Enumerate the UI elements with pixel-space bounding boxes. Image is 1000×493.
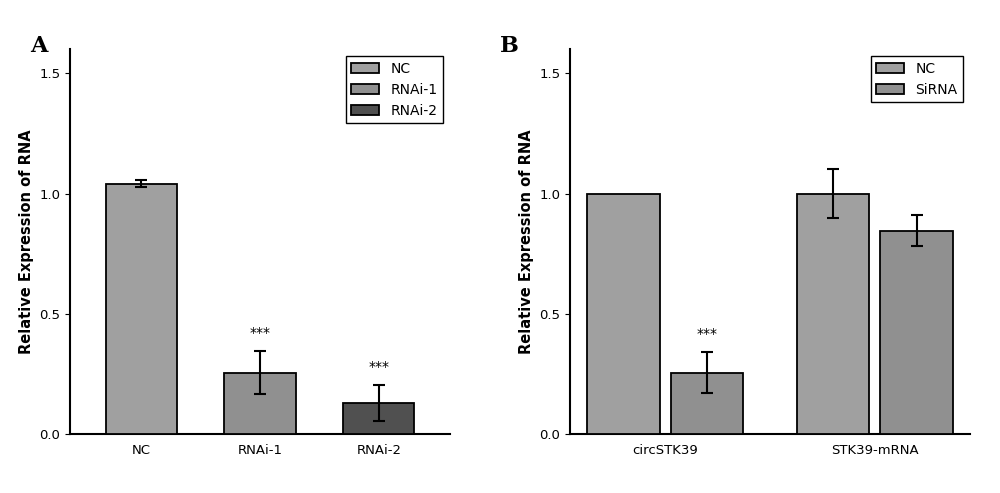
Bar — [106, 184, 177, 434]
Text: ***: *** — [697, 327, 718, 341]
Bar — [224, 373, 296, 434]
Y-axis label: Relative Expression of RNA: Relative Expression of RNA — [19, 129, 34, 354]
Text: A: A — [30, 35, 47, 57]
Bar — [797, 194, 869, 434]
Bar — [587, 194, 660, 434]
Bar — [343, 403, 414, 434]
Text: ***: *** — [250, 326, 270, 340]
Text: B: B — [500, 35, 519, 57]
Y-axis label: Relative Expression of RNA: Relative Expression of RNA — [519, 129, 534, 354]
Bar — [880, 231, 953, 434]
Legend: NC, RNAi-1, RNAi-2: NC, RNAi-1, RNAi-2 — [346, 56, 443, 123]
Bar — [671, 373, 743, 434]
Text: ***: *** — [368, 360, 389, 374]
Legend: NC, SiRNA: NC, SiRNA — [871, 56, 963, 103]
